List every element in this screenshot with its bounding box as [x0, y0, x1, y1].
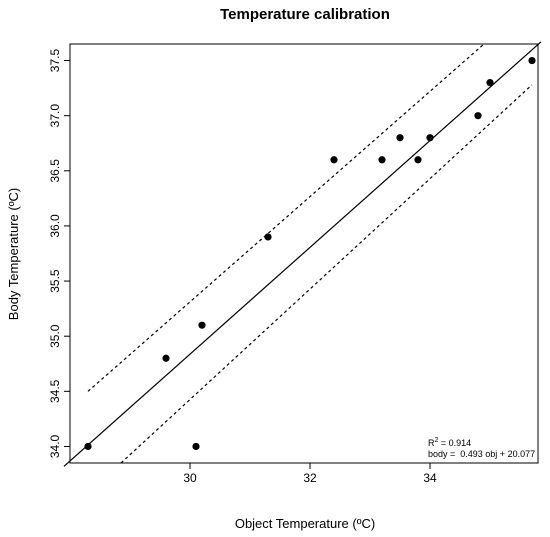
r-squared-value: = 0.914 [438, 438, 471, 448]
lower-confidence-line [120, 84, 533, 464]
regression-line [63, 41, 542, 467]
x-axis: 30 32 34 [183, 463, 437, 485]
data-point [198, 321, 206, 329]
y-tick-label: 35.5 [48, 269, 62, 293]
data-point [84, 442, 92, 451]
data-point [396, 134, 404, 142]
y-tick-label: 36.5 [48, 159, 62, 183]
y-tick-label: 35.0 [48, 324, 62, 348]
data-point [330, 156, 338, 164]
x-tick-label: 34 [423, 471, 437, 485]
fit-equation: body = 0.493 obj + 20.077 [428, 449, 535, 459]
r-squared-label: R2 = 0.914 [428, 437, 471, 448]
data-points [84, 56, 536, 451]
data-point [414, 156, 422, 164]
x-tick-label: 30 [183, 471, 197, 485]
plot-frame [69, 43, 539, 464]
data-point [162, 354, 170, 362]
x-tick-label: 32 [303, 471, 317, 485]
x-axis-label: Object Temperature (ºC) [235, 516, 375, 531]
fit-annotation: R2 = 0.914 body = 0.493 obj + 20.077 [428, 437, 535, 459]
data-point [378, 156, 386, 164]
chart-title: Temperature calibration [220, 6, 390, 23]
fit-lines [63, 41, 542, 467]
y-axis-label: Body Temperature (ºC) [6, 188, 21, 320]
y-tick-label: 34.5 [48, 379, 62, 403]
y-tick-label: 37.0 [48, 104, 62, 128]
upper-confidence-line [87, 43, 485, 392]
y-axis: 34.0 34.5 35.0 35.5 36.0 36.5 37.0 37.5 [48, 49, 70, 458]
data-point [474, 112, 482, 120]
data-point [528, 56, 536, 65]
y-tick-label: 36.0 [48, 214, 62, 238]
data-point [486, 78, 494, 87]
data-point [264, 233, 272, 241]
r-squared-prefix: R [428, 438, 435, 448]
data-point [426, 134, 434, 142]
data-point [192, 442, 200, 451]
y-tick-label: 34.0 [48, 434, 62, 458]
r-squared-superscript: 2 [435, 437, 439, 444]
y-tick-label: 37.5 [48, 49, 62, 73]
